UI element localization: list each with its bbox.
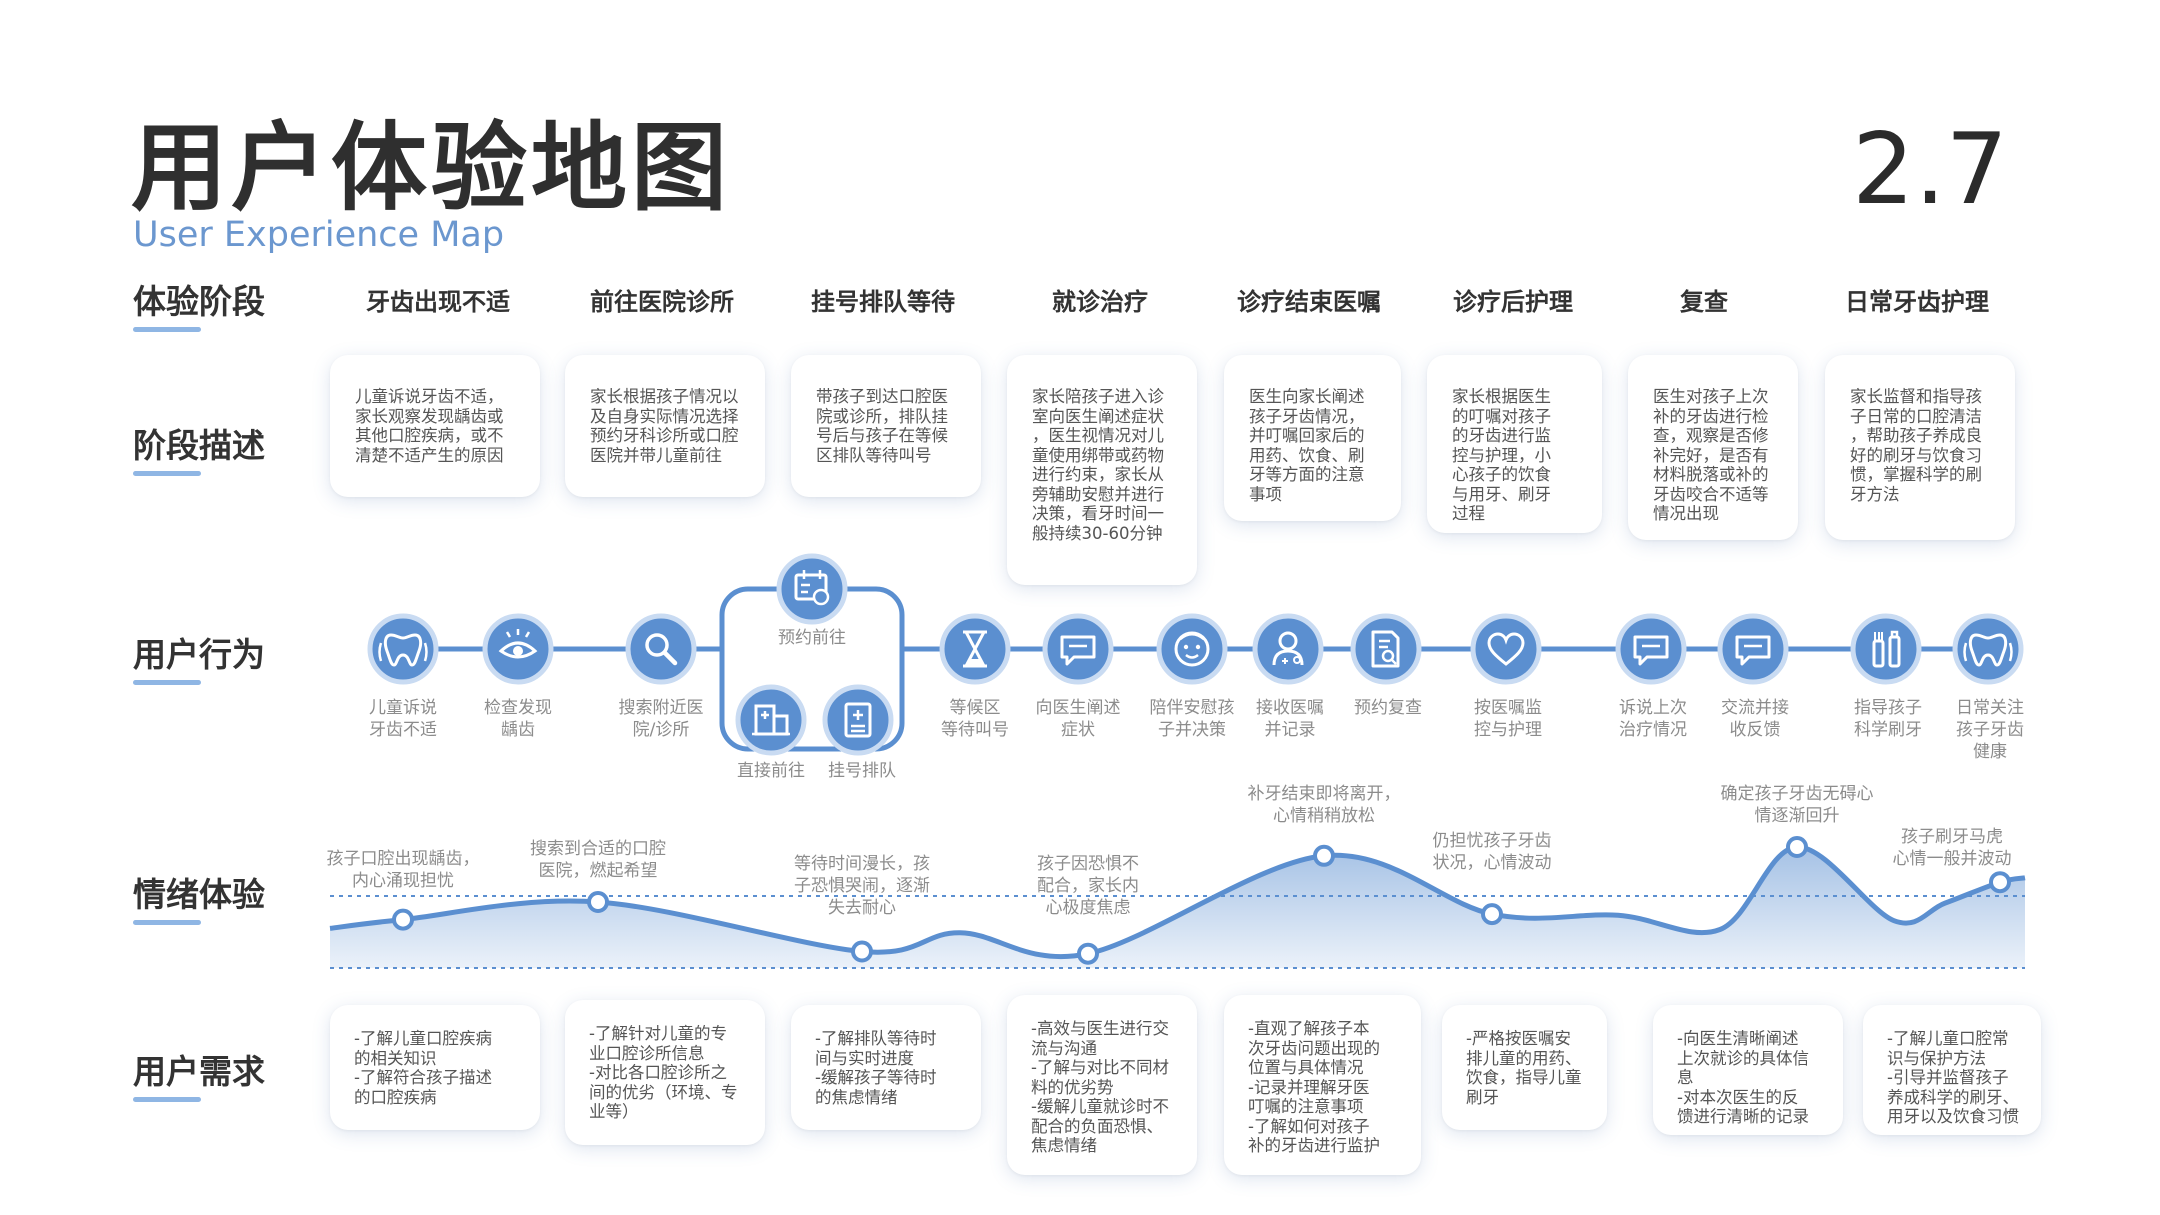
action-label: 等候区 等待叫号 [941,698,1009,740]
action-label: 挂号排队 [828,761,896,781]
emotion-point [1313,844,1335,867]
stage-description-card: 家长根据孩子情况以 及自身实际情况选择 预约牙科诊所或口腔 医院并带儿童前往 [565,355,765,497]
emotion-text: 仍担忧孩子牙齿 状况，心情波动 [1432,831,1552,873]
stage-header: 前往医院诊所 [590,288,734,316]
emotion-text: 等待时间漫长，孩 子恐惧哭闹，逐渐 失去耐心 [794,854,930,918]
action-label: 接收医嘱 并记录 [1256,698,1324,740]
tooth-icon [1952,613,2024,685]
action-label: 按医嘱监 控与护理 [1474,698,1542,740]
stage-header: 诊疗后护理 [1453,288,1573,316]
action-label: 陪伴安慰孩 子并决策 [1149,698,1235,740]
action-label: 日常关注 孩子牙齿 健康 [1956,698,2024,762]
user-need-card: -了解儿童口腔常 识与保护方法 -引导并监督孩子 养成科学的刷牙、 用牙以及饮食… [1863,1005,2041,1135]
stage-description-card: 医生对孩子上次 补的牙齿进行检 查，观察是否修 补完好，是否有 材料脱落或补的 … [1628,355,1798,540]
document-search-icon [1350,613,1422,685]
emotion-point [1989,871,2011,894]
user-need-card: -高效与医生进行交 流与沟通 -了解与对比不同材 料的优劣势 -缓解儿童就诊时不… [1007,995,1197,1175]
stage-header: 就诊治疗 [1052,288,1148,316]
action-label: 交流并接 收反馈 [1721,698,1789,740]
search-icon [625,613,697,685]
row-label-stages: 体验阶段 [133,280,265,332]
emotion-text: 搜索到合适的口腔 医院，燃起希望 [530,839,666,881]
row-label-needs: 用户需求 [133,1050,265,1102]
stage-description-card: 家长陪孩子进入诊 室向医生阐述症状 ，医生视情况对儿 童使用绑带或药物 进行约束… [1007,355,1197,585]
row-label-actions: 用户行为 [133,633,265,685]
stage-description-card: 带孩子到达口腔医 院或诊所，排队挂 号后与孩子在等候 区排队等待叫号 [791,355,981,497]
chat-icon [1042,613,1114,685]
row-label-emotions: 情绪体验 [133,873,265,925]
emotion-text: 确定孩子牙齿无碍心 情逐渐回升 [1720,784,1874,826]
user-need-card: -了解排队等待时 间与实时进度 -缓解孩子等待时 的焦虑情绪 [791,1005,981,1130]
page-number: 2.7 [1852,113,2008,227]
emotion-point [392,908,414,931]
stage-header: 挂号排队等待 [811,288,955,316]
action-label: 指导孩子 科学刷牙 [1854,698,1922,740]
action-label: 诉说上次 治疗情况 [1619,698,1687,740]
user-need-card: -严格按医嘱安 排儿童的用药、 饮食，指导儿童 刷牙 [1442,1005,1607,1130]
calendar-icon [776,553,848,625]
toothbrush-icon [1850,613,1922,685]
eye-icon [482,613,554,685]
emotion-text: 孩子因恐惧不 配合，家长内 心极度焦虑 [1037,854,1139,918]
stage-header: 复查 [1680,288,1728,316]
doctor-icon [1252,613,1324,685]
user-need-card: -直观了解孩子本 次牙齿问题出现的 位置与具体情况 -记录并理解牙医 叮嘱的注意… [1224,995,1421,1175]
stage-header: 日常牙齿护理 [1845,288,1989,316]
stage-header: 牙齿出现不适 [366,288,510,316]
stage-description-card: 儿童诉说牙齿不适， 家长观察发现龋齿或 其他口腔疾病，或不 清楚不适产生的原因 [330,355,540,497]
heart-icon [1470,613,1542,685]
user-need-card: -向医生清晰阐述 上次就诊的具体信 息 -对本次医生的反 馈进行清晰的记录 [1653,1005,1843,1135]
emotion-point [587,891,609,913]
stage-header: 诊疗结束医嘱 [1237,288,1381,316]
stage-description-card: 医生向家长阐述 孩子牙齿情况， 并叮嘱回家后的 用药、饮食、刷 牙等方面的注意 … [1224,355,1401,521]
chat-icon [1615,613,1687,685]
stage-description-card: 家长监督和指导孩 子日常的口腔清洁 ，帮助孩子养成良 好的刷牙与饮食习 惯，掌握… [1825,355,2015,540]
action-label: 搜索附近医 院/诊所 [618,698,704,740]
hospital-icon [735,684,807,756]
user-need-card: -了解儿童口腔疾病 的相关知识 -了解符合孩子描述 的口腔疾病 [330,1005,540,1130]
action-label: 预约前往 [778,628,846,648]
emotion-point [1481,903,1503,926]
stage-description-card: 家长根据医生 的叮嘱对孩子 的牙齿进行监 控与护理，小 心孩子的饮食 与用牙、刷… [1427,355,1602,533]
action-label: 向医生阐述 症状 [1035,698,1121,740]
page-subtitle: User Experience Map [133,215,505,255]
emotion-line [329,844,2026,960]
emotion-text: 补牙结束即将离开， 心情稍稍放松 [1247,784,1401,826]
emotion-text: 孩子刷牙马虎 心情一般并波动 [1892,827,2012,869]
user-need-card: -了解针对儿童的专 业口腔诊所信息 -对比各口腔诊所之 间的优劣（环境、专 业等… [565,1000,765,1145]
hourglass-icon [939,613,1011,685]
emotion-point [1786,836,1808,858]
emotion-text: 孩子口腔出现龋齿， 内心涌现担忧 [326,849,480,891]
clipboard-icon [822,684,894,756]
emotion-point [1077,942,1099,965]
child-face-icon [1156,613,1228,685]
page-title: 用户体验地图 [131,112,731,224]
chat-icon [1717,613,1789,685]
action-label: 儿童诉说 牙齿不适 [369,698,437,740]
emotion-point [851,940,873,963]
action-label: 检查发现 龋齿 [484,698,552,740]
tooth-icon [367,613,439,685]
action-label: 直接前往 [737,761,805,781]
emotion-area [330,846,2025,968]
row-label-descriptions: 阶段描述 [133,424,265,476]
action-label: 预约复查 [1354,698,1422,718]
